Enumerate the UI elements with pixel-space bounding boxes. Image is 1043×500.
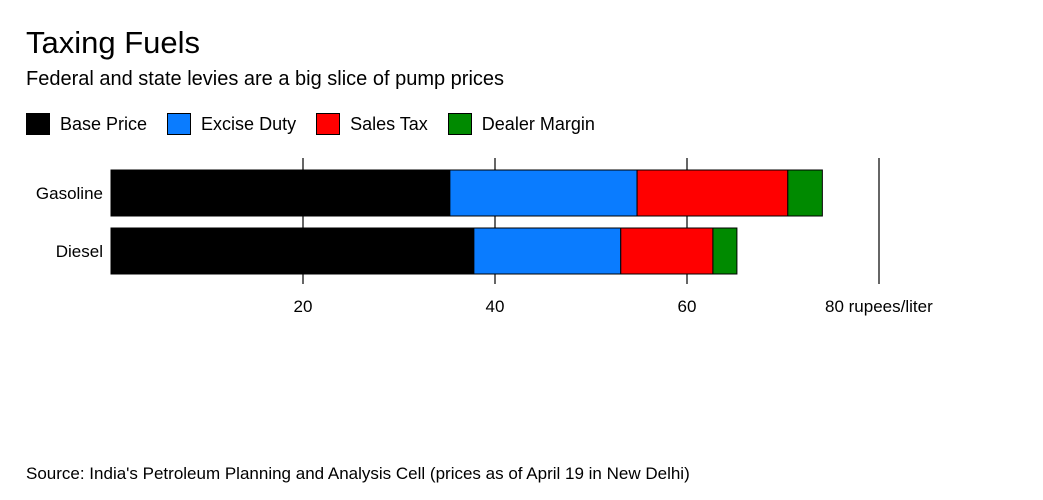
bar-diesel-excise-duty bbox=[473, 227, 622, 275]
legend-item-base-price: Base Price bbox=[26, 113, 147, 135]
legend-swatch-excise-duty bbox=[167, 113, 192, 135]
category-label-gasoline: Gasoline bbox=[36, 184, 103, 203]
bar-diesel-dealer-margin bbox=[712, 227, 738, 275]
source-note: Source: India's Petroleum Planning and A… bbox=[26, 464, 690, 483]
chart-title: Taxing Fuels bbox=[26, 25, 201, 60]
tick-label-60: 60 bbox=[678, 297, 697, 316]
legend-item-dealer-margin: Dealer Margin bbox=[447, 113, 595, 135]
tick-label-80: 80 rupees/liter bbox=[825, 297, 933, 316]
bar-gasoline-excise-duty bbox=[449, 169, 638, 217]
legend: Base Price Excise Duty Sales Tax Dealer … bbox=[26, 113, 615, 135]
category-label-diesel: Diesel bbox=[56, 242, 103, 261]
legend-item-excise-duty: Excise Duty bbox=[167, 113, 296, 135]
legend-label-dealer-margin: Dealer Margin bbox=[481, 114, 595, 134]
bar-diesel-sales-tax bbox=[620, 227, 714, 275]
legend-swatch-base-price bbox=[26, 113, 50, 135]
bar-diesel-base-price bbox=[110, 227, 475, 275]
legend-label-base-price: Base Price bbox=[60, 114, 148, 134]
stacked-bar-chart: 20 40 60 80 rupees/liter Gasoline Diesel bbox=[36, 158, 933, 316]
tick-label-40: 40 bbox=[486, 297, 505, 316]
legend-label-excise-duty: Excise Duty bbox=[201, 114, 297, 134]
bar-gasoline-base-price bbox=[110, 169, 451, 217]
legend-label-sales-tax: Sales Tax bbox=[350, 114, 428, 134]
legend-swatch-dealer-margin bbox=[447, 113, 472, 135]
tick-label-20: 20 bbox=[294, 297, 313, 316]
chart-subtitle: Federal and state levies are a big slice… bbox=[26, 68, 505, 90]
bar-gasoline-sales-tax bbox=[636, 169, 789, 217]
legend-item-sales-tax: Sales Tax bbox=[316, 113, 428, 135]
legend-swatch-sales-tax bbox=[316, 113, 341, 135]
bar-gasoline-dealer-margin bbox=[787, 169, 823, 217]
